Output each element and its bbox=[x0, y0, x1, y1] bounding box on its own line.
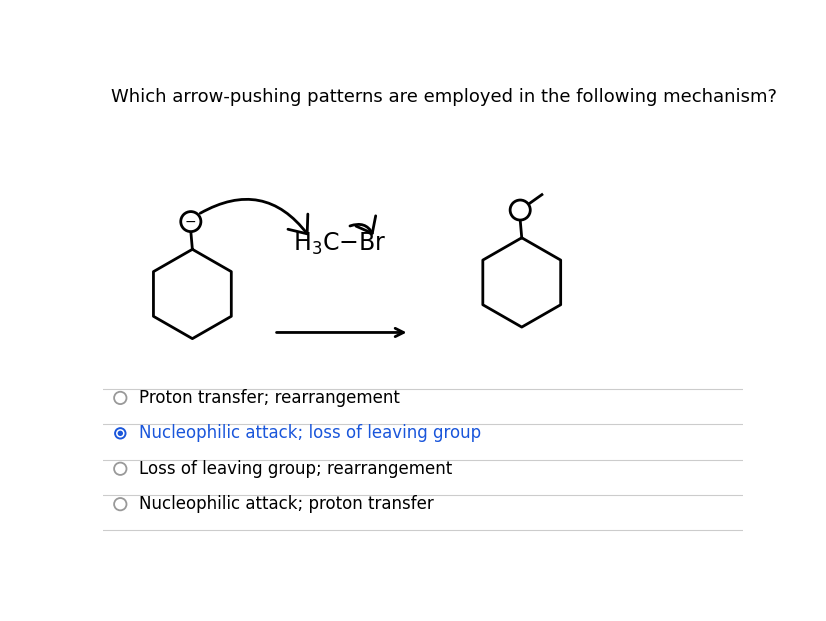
Circle shape bbox=[117, 430, 123, 436]
Text: −: − bbox=[185, 215, 197, 229]
FancyArrowPatch shape bbox=[350, 216, 376, 233]
Text: Nucleophilic attack; loss of leaving group: Nucleophilic attack; loss of leaving gro… bbox=[139, 424, 481, 442]
Text: H$_3$C$-$Br: H$_3$C$-$Br bbox=[293, 231, 387, 257]
Text: Loss of leaving group; rearrangement: Loss of leaving group; rearrangement bbox=[139, 460, 452, 478]
Circle shape bbox=[510, 200, 530, 220]
Circle shape bbox=[114, 427, 126, 440]
Circle shape bbox=[116, 429, 125, 438]
FancyArrowPatch shape bbox=[200, 199, 308, 233]
Circle shape bbox=[181, 212, 201, 232]
Text: Nucleophilic attack; proton transfer: Nucleophilic attack; proton transfer bbox=[139, 495, 434, 513]
Text: Proton transfer; rearrangement: Proton transfer; rearrangement bbox=[139, 389, 400, 407]
Text: Which arrow-pushing patterns are employed in the following mechanism?: Which arrow-pushing patterns are employe… bbox=[111, 88, 777, 106]
